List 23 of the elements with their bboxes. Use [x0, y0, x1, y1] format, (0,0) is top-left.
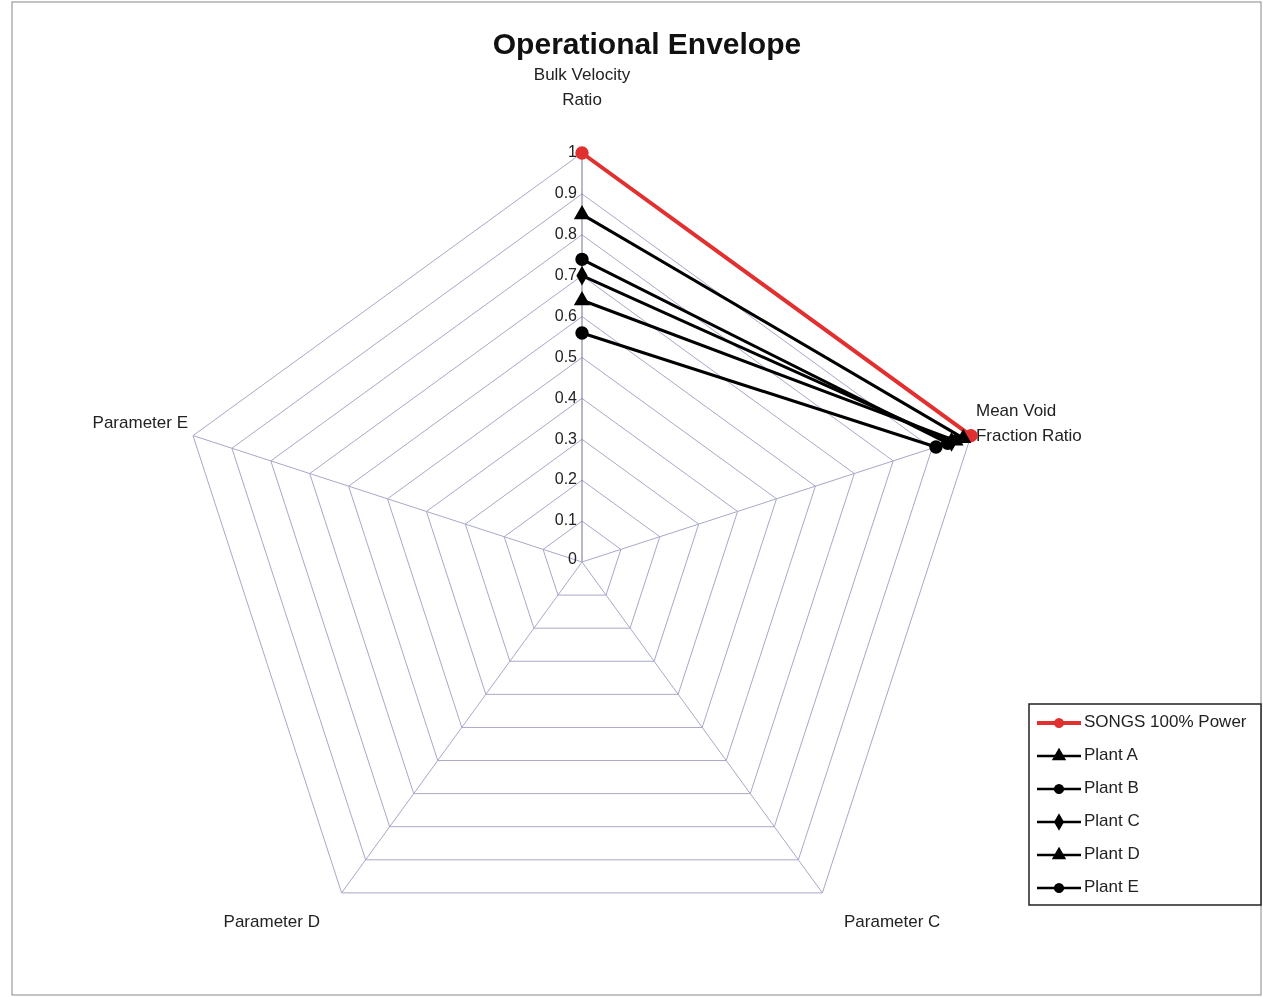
spoke-label: Parameter E	[92, 413, 189, 433]
y-tick-label: 1	[568, 143, 578, 161]
chart-title: Operational Envelope	[492, 26, 802, 60]
legend-label: Plant C	[1084, 811, 1140, 831]
y-tick-label: 0.6	[554, 306, 578, 324]
legend-label: Plant D	[1084, 844, 1140, 864]
y-tick-label: 0.4	[554, 388, 578, 406]
spoke-label: Mean Void Fraction Ratio	[975, 401, 1082, 446]
legend-label: Plant E	[1084, 877, 1139, 897]
y-tick-label: 0.8	[554, 225, 578, 243]
y-tick-label: 0	[568, 550, 578, 568]
y-tick-label: 0.2	[554, 470, 578, 488]
legend-label: Plant A	[1084, 745, 1139, 765]
y-tick-label: 0.5	[554, 347, 578, 365]
spoke-label: Parameter D	[223, 912, 320, 932]
legend-label: SONGS 100% Power	[1084, 712, 1247, 732]
y-tick-label: 0.1	[554, 511, 578, 529]
spoke-label: Bulk Velocity Ratio	[533, 65, 631, 110]
y-tick-label: 0.3	[554, 429, 578, 447]
y-tick-label: 0.9	[554, 184, 578, 202]
y-tick-label: 0.7	[554, 265, 578, 283]
legend-label: Plant B	[1084, 778, 1139, 798]
spoke-label: Parameter C	[844, 912, 941, 932]
